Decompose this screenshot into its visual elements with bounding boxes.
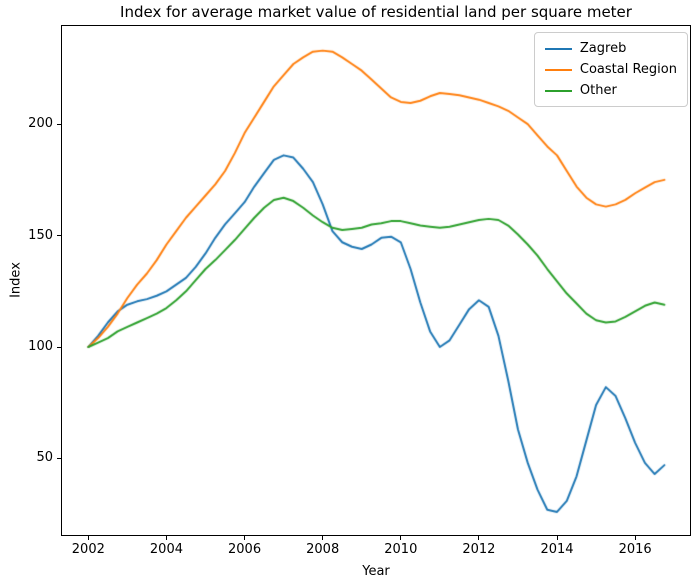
legend-line-swatch bbox=[544, 47, 572, 50]
x-tick-mark bbox=[244, 536, 246, 540]
y-tick-mark bbox=[57, 346, 61, 348]
x-tick-label: 2002 bbox=[71, 542, 105, 557]
chart-title: Index for average market value of reside… bbox=[120, 3, 632, 21]
legend-line-swatch bbox=[544, 89, 572, 92]
y-tick-mark bbox=[57, 457, 61, 459]
y-tick-label: 150 bbox=[28, 227, 53, 243]
y-axis-label: Index bbox=[8, 262, 24, 298]
x-tick-label: 2012 bbox=[462, 542, 496, 557]
y-tick-label: 200 bbox=[28, 116, 53, 132]
y-tick-label: 50 bbox=[36, 450, 53, 466]
legend-item-other: Other bbox=[544, 83, 677, 98]
y-tick-label: 100 bbox=[28, 339, 53, 355]
y-tick-mark bbox=[57, 123, 61, 125]
x-tick-label: 2016 bbox=[618, 542, 652, 557]
legend-label: Coastal Region bbox=[579, 62, 677, 77]
x-tick-label: 2010 bbox=[384, 542, 418, 557]
x-tick-label: 2006 bbox=[228, 542, 262, 557]
y-tick-mark bbox=[57, 235, 61, 237]
legend-label: Other bbox=[579, 83, 617, 98]
x-tick-mark bbox=[478, 536, 480, 540]
legend-line-swatch bbox=[544, 68, 572, 71]
x-tick-label: 2008 bbox=[306, 542, 340, 557]
x-axis-label: Year bbox=[362, 564, 390, 579]
legend-label: Zagreb bbox=[579, 41, 627, 56]
x-tick-mark bbox=[634, 536, 636, 540]
x-tick-label: 2014 bbox=[540, 542, 574, 557]
x-tick-mark bbox=[556, 536, 558, 540]
line-chart-canvas bbox=[61, 25, 691, 536]
x-tick-mark bbox=[400, 536, 402, 540]
x-tick-mark bbox=[165, 536, 167, 540]
x-tick-mark bbox=[87, 536, 89, 540]
legend: Zagreb Coastal Region Other bbox=[533, 32, 688, 107]
legend-item-zagreb: Zagreb bbox=[544, 41, 677, 56]
x-tick-label: 2004 bbox=[149, 542, 183, 557]
x-tick-mark bbox=[322, 536, 324, 540]
legend-item-coastal-region: Coastal Region bbox=[544, 62, 677, 77]
